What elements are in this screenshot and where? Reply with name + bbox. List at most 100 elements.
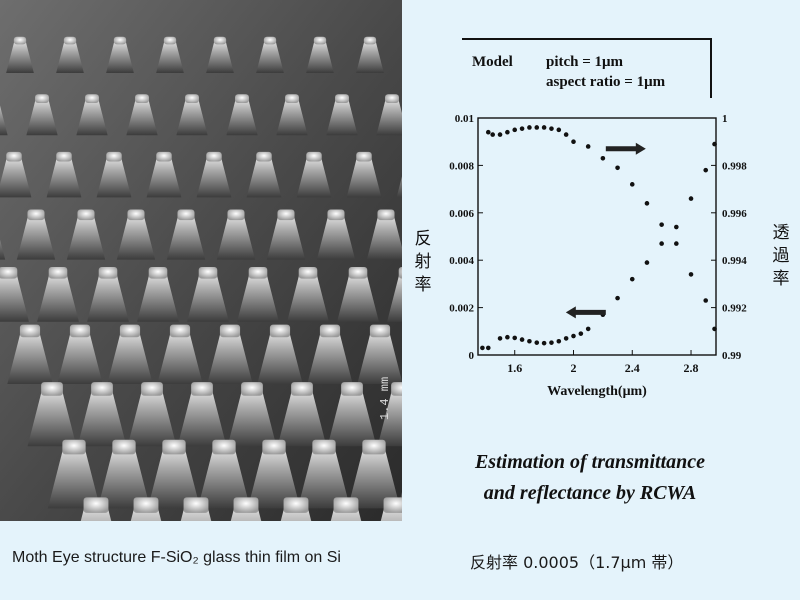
sem-pillar-cap [319, 324, 341, 338]
x-tick-label: 1.6 [507, 361, 522, 375]
sem-pillar-cap [356, 151, 372, 162]
sem-pillar [47, 446, 101, 509]
sem-pillar [76, 98, 108, 136]
sem-pillar [256, 40, 284, 73]
transmittance-point [703, 298, 709, 303]
sem-pillar [156, 40, 184, 73]
sem-pillar [247, 446, 301, 509]
sem-pillar [27, 388, 77, 447]
sem-pillar-cap [185, 94, 199, 103]
sem-pillar [107, 330, 153, 384]
sem-pillar-cap [156, 151, 172, 162]
sem-pillar [297, 446, 351, 509]
sem-pillar-cap [41, 382, 63, 396]
sem-micrograph-image: 1.4 mm [0, 0, 402, 521]
estimation-title: Estimation of transmittance and reflecta… [440, 447, 740, 509]
transmittance-label-char: 透 [772, 223, 790, 243]
reflectance-point [659, 241, 664, 246]
rcwa-chart: 1.6 2 2.4 2.8 0 0.002 0.004 0.006 0.008 0.01 0.99 0… [410, 100, 800, 410]
x-tick-label: 2.8 [684, 361, 699, 375]
reflectance-point [703, 167, 709, 173]
sem-pillar [56, 40, 84, 73]
sem-pillar-cap [141, 382, 163, 396]
sem-pillar-cap [313, 36, 327, 45]
y-right-tick-label: 0.996 [722, 208, 747, 220]
sem-pillar [377, 388, 402, 447]
sem-pillar [196, 156, 232, 198]
reflectance-point [549, 340, 554, 345]
sem-pillar [187, 272, 229, 322]
sem-pillar-cap [48, 267, 68, 279]
sem-pillar [16, 214, 56, 260]
sem-pillar [137, 272, 179, 322]
y-left-tick-label: 0.002 [449, 303, 474, 315]
sem-pillar-cap [363, 36, 377, 45]
sem-pillar [176, 98, 208, 136]
sem-pillar-cap [256, 151, 272, 162]
sem-pillar [207, 330, 253, 384]
sem-pillar [226, 98, 258, 136]
y-left-tick-label: 0.008 [449, 160, 474, 172]
y-right-tick-label: 0.994 [722, 255, 747, 267]
sem-pillar-cap [112, 439, 136, 455]
reflectance-point [585, 326, 591, 332]
sem-pillar [127, 388, 177, 447]
sem-pillar-cap [162, 439, 186, 455]
reflectance-point [534, 340, 540, 345]
transmittance-point [615, 165, 620, 171]
model-aspect-ratio: aspect ratio = 1μm [546, 74, 666, 90]
sem-pillar [6, 40, 34, 73]
sem-pillar-cap [362, 439, 386, 455]
sem-pillar-cap [163, 36, 177, 45]
sem-pillar-cap [183, 497, 209, 513]
photo-caption: Moth Eye structure F-SiO₂ glass thin fil… [12, 549, 341, 566]
transmittance-point [563, 132, 569, 137]
sem-pillar-cap [177, 209, 195, 221]
sem-pillar-cap [283, 497, 309, 513]
sem-pillar [0, 239, 6, 260]
sem-pillar-cap [269, 324, 291, 338]
reflectance-point [541, 340, 547, 346]
y-left-tick-label: 0 [469, 350, 475, 362]
transmittance-point [674, 241, 679, 246]
sem-pillar-cap [69, 324, 91, 338]
sem-pillar [146, 156, 182, 198]
sem-pillar [0, 105, 8, 136]
transmittance-label-char: 率 [772, 269, 790, 289]
sem-pillar [66, 214, 106, 260]
sem-pillar-cap [285, 94, 299, 103]
transmittance-point [571, 139, 576, 144]
sem-pillar-cap [262, 439, 286, 455]
sem-pillar-cap [277, 209, 295, 221]
y-right-tick-label: 0.998 [722, 160, 747, 172]
sem-pillar [316, 214, 356, 260]
sem-pillar-cap [35, 94, 49, 103]
transmittance-label-char: 過 [772, 246, 790, 266]
sem-pillar-cap [213, 36, 227, 45]
transmittance-point [629, 182, 635, 187]
sem-pillar-cap [98, 267, 118, 279]
sem-pillar [106, 40, 134, 73]
reflectance-point [527, 338, 532, 344]
reflectance-label-char: 反 [414, 229, 432, 249]
sem-pillar-cap [133, 497, 159, 513]
reflectance-point [512, 335, 518, 341]
reflectance-point [712, 141, 717, 147]
sem-pillar [376, 98, 402, 136]
transmittance-point [556, 127, 562, 133]
sem-pillar-cap [191, 382, 213, 396]
sem-pillar-cap [13, 36, 27, 45]
transmittance-point [519, 126, 525, 131]
sem-pillar-cap [341, 382, 363, 396]
sem-pillar-cap [263, 36, 277, 45]
sem-pillar-cap [235, 94, 249, 103]
reflectance-point [688, 196, 694, 201]
sem-pillar [237, 272, 279, 322]
y-left-tick-label: 0.006 [449, 208, 474, 220]
sem-pillar [216, 214, 256, 260]
reflectance-point [505, 334, 510, 340]
reflectance-axis-label: 反 射 率 [413, 228, 433, 297]
sem-pillar-cap [135, 94, 149, 103]
sem-pillar [0, 272, 29, 322]
reflectance-point [556, 338, 562, 344]
